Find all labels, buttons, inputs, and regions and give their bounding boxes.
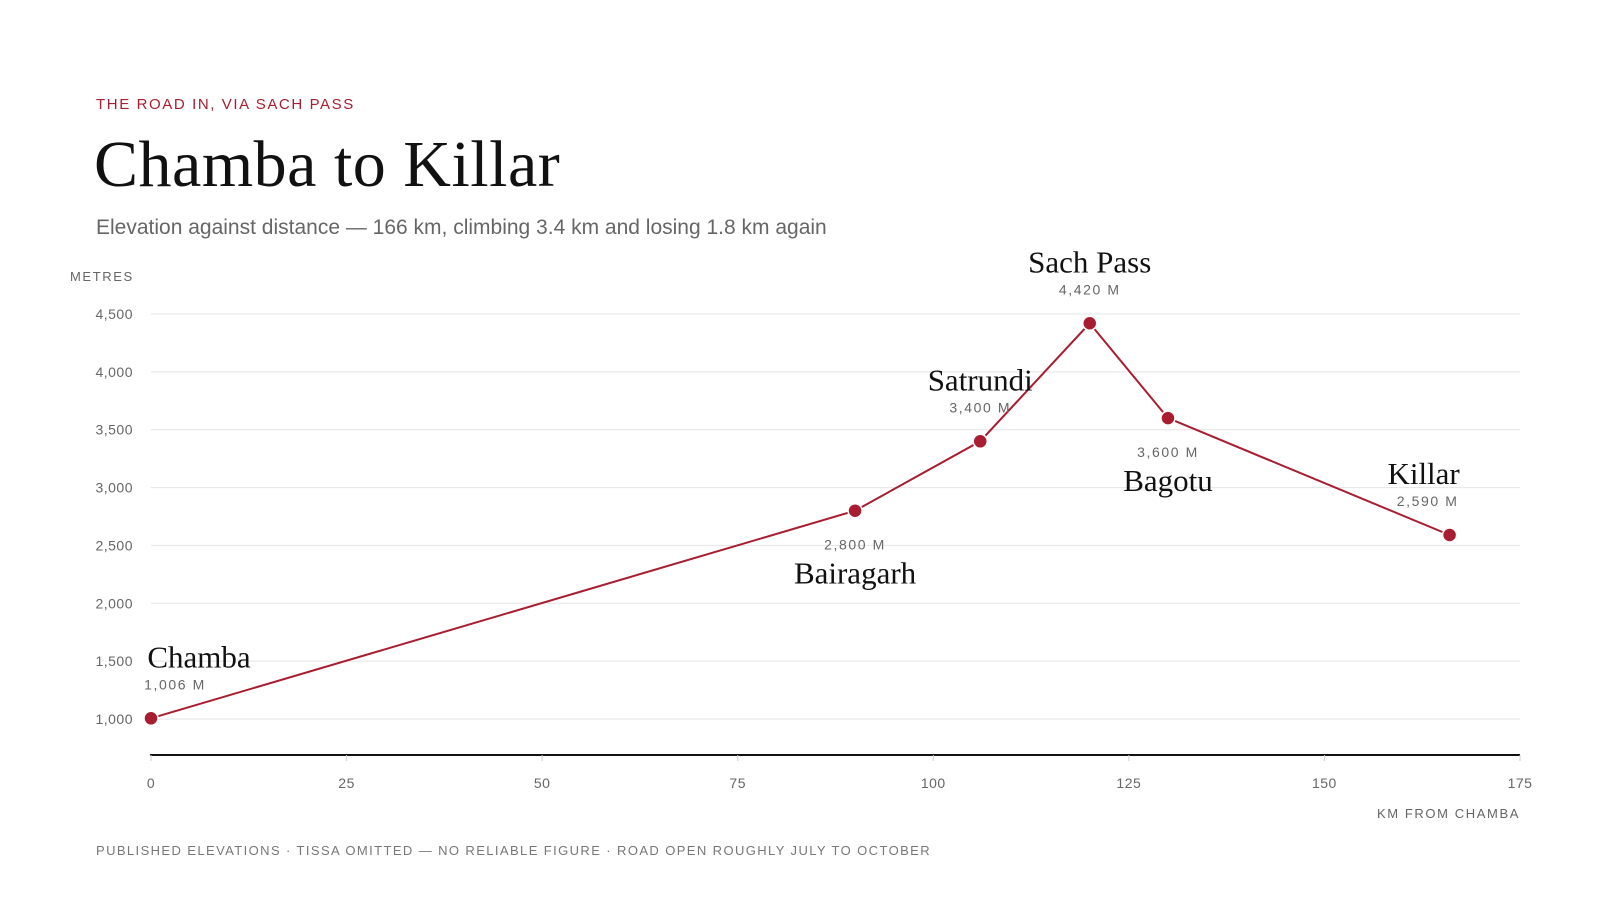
- point-elevation-sach-pass: 4,420 M: [1059, 281, 1121, 297]
- point-elevation-chamba: 1,006 M: [144, 676, 206, 692]
- point-elevation-bairagarh: 2,800 M: [824, 537, 886, 553]
- y-tick-label: 1,500: [95, 653, 133, 669]
- data-point: [972, 433, 988, 450]
- elevation-line: [150, 321, 1450, 720]
- x-axis-title: KM FROM CHAMBA: [1377, 806, 1520, 821]
- point-label-killar: Killar: [1387, 456, 1460, 491]
- y-axis-title: METRES: [70, 269, 134, 284]
- point-elevation-killar: 2,590 M: [1397, 493, 1459, 509]
- y-tick-label: 1,000: [95, 711, 133, 727]
- data-point: [1441, 527, 1458, 543]
- point-elevation-satrundi: 3,400 M: [949, 399, 1011, 415]
- x-tick-label: 25: [338, 775, 355, 791]
- data-point: [847, 502, 863, 519]
- point-label-bairagarh: Bairagarh: [794, 556, 917, 591]
- data-point: [1160, 410, 1176, 426]
- y-tick-label: 4,000: [95, 364, 133, 380]
- point-label-bagotu: Bagotu: [1123, 463, 1213, 498]
- data-points: [143, 315, 1458, 727]
- chart-title: Chamba to Killar: [94, 128, 561, 201]
- chart-subtitle: Elevation against distance — 166 km, cli…: [96, 216, 827, 239]
- x-axis-ticks: 0 25 50 75 100 125 150 175: [147, 755, 1533, 791]
- y-tick-label: 3,500: [95, 422, 133, 438]
- x-tick-label: 75: [729, 775, 746, 791]
- gridlines: [151, 313, 1520, 720]
- y-tick-label: 2,000: [95, 595, 133, 611]
- y-tick-label: 3,000: [95, 480, 133, 496]
- chart-kicker: THE ROAD IN, VIA SACH PASS: [96, 96, 355, 113]
- y-axis-ticks: 1,000 1,500 2,000 2,500 3,000 3,500 4,000 4,500: [95, 306, 133, 727]
- chart-footnote: PUBLISHED ELEVATIONS · TISSA OMITTED — N…: [96, 843, 932, 858]
- data-point: [1081, 315, 1098, 332]
- x-tick-label: 50: [534, 775, 551, 791]
- x-tick-label: 125: [1116, 775, 1141, 791]
- point-elevation-bagotu: 3,600 M: [1137, 444, 1199, 460]
- point-label-sach-pass: Sach Pass: [1028, 244, 1151, 279]
- point-label-satrundi: Satrundi: [928, 362, 1033, 397]
- y-tick-label: 2,500: [95, 537, 133, 553]
- x-tick-label: 100: [921, 775, 946, 791]
- x-tick-label: 0: [147, 775, 155, 791]
- point-labels: Chamba 1,006 M Bairagarh 2,800 M Satrundi 3,4…: [144, 244, 1460, 692]
- point-label-chamba: Chamba: [147, 639, 251, 674]
- y-tick-label: 4,500: [95, 306, 133, 322]
- x-tick-label: 150: [1312, 775, 1337, 791]
- data-point: [143, 710, 159, 727]
- x-tick-label: 175: [1508, 775, 1533, 791]
